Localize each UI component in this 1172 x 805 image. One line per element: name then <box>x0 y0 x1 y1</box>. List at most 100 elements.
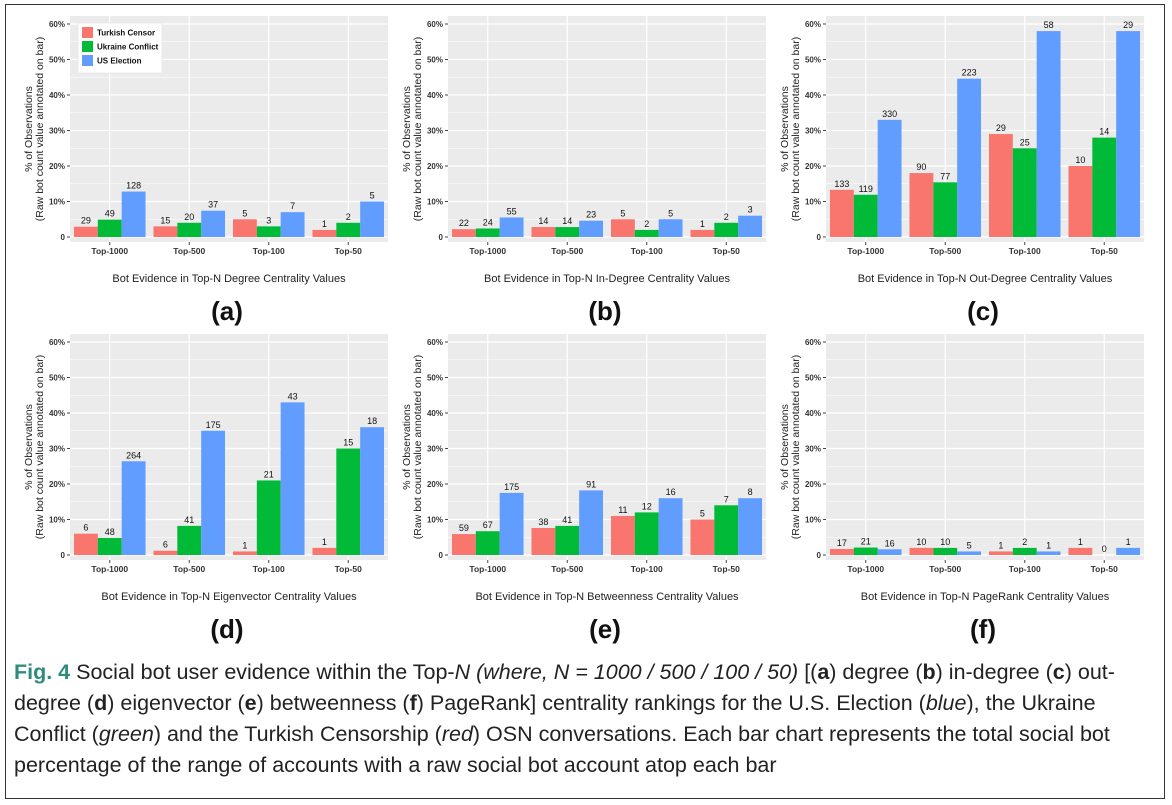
bar <box>988 134 1013 237</box>
y-tick-label: 60% <box>805 20 821 29</box>
y-tick-label: 40% <box>49 409 65 418</box>
y-tick-label: 40% <box>427 409 443 418</box>
bar-value-label: 17 <box>837 538 847 548</box>
chart-panel-f: 010%20%30%40%50%60%% of Observations(Raw… <box>779 334 1144 603</box>
bar <box>957 78 982 237</box>
bar-value-label: 11 <box>618 505 627 515</box>
y-tick-label: 10% <box>49 516 65 525</box>
legend-swatch <box>82 27 93 38</box>
y-axis-label-line1: % of Observations <box>779 404 791 490</box>
bar-value-label: 24 <box>483 217 493 227</box>
y-axis-label-line2: (Raw bot count value annotated on bar) <box>412 355 424 539</box>
y-tick-label: 20% <box>805 480 821 489</box>
legend-swatch <box>82 55 93 66</box>
legend-label: Turkish Censor <box>97 29 155 38</box>
bar <box>499 492 524 555</box>
x-tick-label: Top-1000 <box>91 564 128 574</box>
bar-value-label: 8 <box>748 487 753 497</box>
bar-value-label: 14 <box>538 216 548 226</box>
caption-text: ) betweenness ( <box>256 691 410 715</box>
bar <box>988 551 1013 555</box>
bar-value-label: 14 <box>562 216 572 226</box>
caption-text: ) eigenvector ( <box>107 691 245 715</box>
y-tick-label: 50% <box>49 56 65 65</box>
y-tick-label: 20% <box>427 480 443 489</box>
bar-value-label: 6 <box>163 540 168 550</box>
caption-ref-c: c <box>1052 660 1065 684</box>
bar <box>531 528 556 555</box>
bar-value-label: 10 <box>916 537 926 547</box>
y-axis-label-line2: (Raw bot count value annotated on bar) <box>412 37 424 221</box>
bar <box>829 189 854 237</box>
bar-value-label: 15 <box>343 438 353 448</box>
bar-value-label: 1 <box>322 219 327 229</box>
bar <box>610 219 635 237</box>
bar-value-label: 2 <box>724 212 729 222</box>
bar <box>360 201 385 237</box>
bar <box>1036 551 1061 555</box>
y-axis-label-line1: % of Observations <box>401 86 413 172</box>
bar <box>153 550 178 555</box>
bar-value-label: 3 <box>748 205 753 215</box>
y-axis-label: % of Observations(Raw bot count value an… <box>23 355 46 539</box>
chart-panel-c: 010%20%30%40%50%60%% of Observations(Raw… <box>779 16 1144 285</box>
y-tick-label: 50% <box>427 56 443 65</box>
caption-text: Social bot user evidence within the Top- <box>70 660 455 684</box>
y-tick-label: 0 <box>439 233 444 242</box>
bar-value-label: 10 <box>940 537 950 547</box>
caption-text: N (where, N = 1000 / 500 / 100 / 50) <box>454 660 799 684</box>
bar-value-label: 264 <box>126 450 141 460</box>
bar-value-label: 37 <box>208 200 218 210</box>
x-tick-label: Top-50 <box>335 246 363 256</box>
caption-fig-label: Fig. 4 <box>14 660 71 684</box>
caption-text: ), the Ukraine Conflict ( <box>14 691 1096 746</box>
x-tick-label: Top-1000 <box>91 246 128 256</box>
bar-value-label: 38 <box>538 517 548 527</box>
bar <box>690 519 715 555</box>
bar-value-label: 58 <box>1044 20 1054 30</box>
panel-label-a: (a) <box>211 296 243 326</box>
bar <box>1116 547 1141 555</box>
y-tick-label: 60% <box>805 338 821 347</box>
y-tick-label: 10% <box>427 198 443 207</box>
bar <box>909 173 934 237</box>
bar <box>121 191 146 237</box>
y-tick-label: 50% <box>427 374 443 383</box>
y-axis-label: % of Observations(Raw bot count value an… <box>779 355 802 539</box>
bar-value-label: 119 <box>859 184 873 194</box>
x-tick-label: Top-100 <box>253 564 285 574</box>
bar <box>475 228 500 237</box>
caption-text: ) in-degree ( <box>935 660 1053 684</box>
y-tick-label: 40% <box>49 91 65 100</box>
bar <box>579 490 604 555</box>
caption-ref-e: e <box>244 691 257 715</box>
bar-value-label: 41 <box>184 515 194 525</box>
x-tick-label: Top-500 <box>929 246 961 256</box>
caption-text: red <box>441 722 473 746</box>
bar-value-label: 133 <box>834 179 849 189</box>
bar <box>1116 31 1141 237</box>
y-tick-label: 20% <box>49 162 65 171</box>
bar <box>312 229 337 237</box>
bar <box>933 547 958 555</box>
bar-value-label: 5 <box>370 191 375 201</box>
bar-value-label: 77 <box>940 171 950 181</box>
bar-value-label: 330 <box>882 109 897 119</box>
bar <box>153 226 178 237</box>
chart-panel-b: 010%20%30%40%50%60%% of Observations(Raw… <box>401 16 766 285</box>
figure-caption: Fig. 4 Social bot user evidence within t… <box>14 657 1154 781</box>
y-tick-label: 30% <box>49 127 65 136</box>
panel-label-c: (c) <box>967 296 999 326</box>
bar-value-label: 15 <box>160 215 170 225</box>
bar-value-label: 5 <box>700 509 705 519</box>
bar <box>201 210 226 237</box>
y-tick-label: 20% <box>427 162 443 171</box>
bar <box>97 537 122 555</box>
bar-value-label: 1 <box>1046 540 1051 550</box>
bar <box>738 498 763 555</box>
y-tick-label: 60% <box>49 338 65 347</box>
y-axis-label-line1: % of Observations <box>779 86 791 172</box>
y-axis-label-line1: % of Observations <box>23 404 35 490</box>
bar <box>280 402 305 555</box>
bar-value-label: 1 <box>1078 537 1083 547</box>
